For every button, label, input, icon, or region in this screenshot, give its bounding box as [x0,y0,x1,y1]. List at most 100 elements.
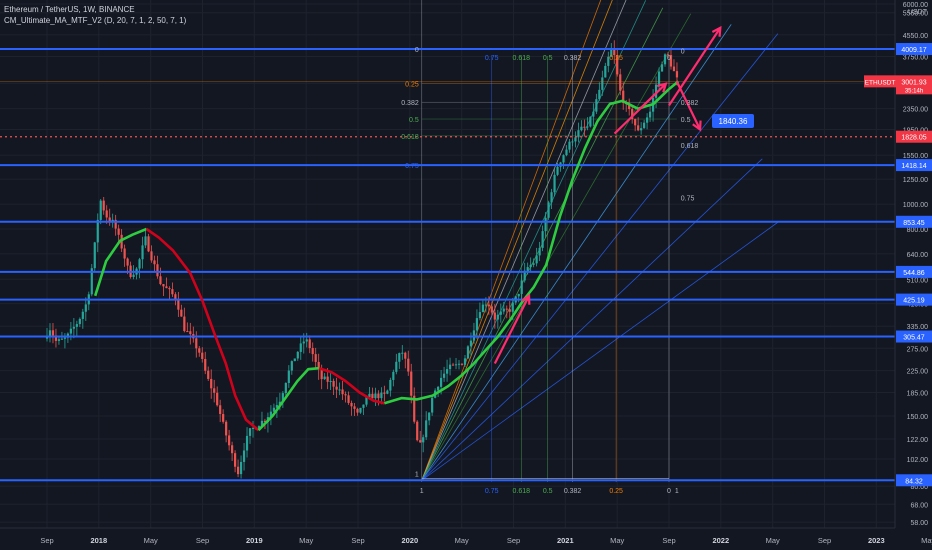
candle-body [138,259,141,269]
candle-body [57,339,61,341]
candle-body [308,339,311,349]
time-tick-label: Sep [196,536,209,545]
candle-body [386,390,389,394]
candle-body [81,311,84,319]
price-axis: 58.00 68.00 80.00 102.00 122.00 150.00 185.00 2… [864,0,932,550]
indicator-legend[interactable]: CM_Ultimate_MA_MTF_V2 (D, 20, 7, 1, 2, 5… [4,16,187,25]
candle-body [622,90,625,104]
candle-body [496,314,499,320]
candle-body [213,388,216,393]
candle-body [102,200,105,211]
candle-body [383,392,386,394]
candle-body [177,299,180,310]
candle-body [171,289,174,295]
fan-line [421,158,763,481]
candle-body [150,251,153,261]
candle-body [189,331,192,335]
time-tick-label: May [455,536,469,545]
candle-body [329,380,332,382]
fib-level-label: 0.5 [409,117,419,124]
candle-body [526,267,529,271]
price-tick-label: 68.00 [910,502,928,509]
candle-body [257,426,261,430]
candle-body [675,71,679,78]
candle-body [78,318,81,325]
time-tick-label: 2023 [868,536,885,545]
candle-body [374,393,377,399]
level-price-label: 4009.17 [901,47,926,54]
candle-body [132,274,135,278]
candle-body [619,74,622,91]
candle-body [529,264,532,268]
fib-level-label: 1 [415,471,419,478]
price-tick-label: 102.00 [907,457,929,464]
candle-body [341,389,344,395]
candle-body [640,128,643,131]
symbol-legend[interactable]: Ethereum / TetherUS, 1W, BINANCE [4,5,135,14]
candle-body [499,311,502,315]
price-unit-label: USDT [908,9,928,16]
candle-body [535,255,538,264]
dotted-price-box [896,130,932,143]
fib-right-label: 0.5 [681,117,691,124]
price-tick-label: 185.00 [907,391,929,398]
candle-body [207,370,210,379]
fib-time-top-label: 0.75 [485,55,499,62]
candle-body [410,371,413,396]
candle-body [607,56,610,66]
candle-body [156,264,159,277]
candle-body [478,312,482,319]
candle-body [544,217,547,232]
fib-time-bottom-label: 0.618 [513,488,531,495]
fan-line [421,0,602,481]
candle-body [610,49,613,57]
candle-body [365,397,368,405]
moving-average [93,80,680,432]
candle-body [344,394,347,396]
candle-body [505,308,508,310]
price-tick-label: 510.00 [907,277,929,284]
candle-body [654,84,658,98]
ma-segment-down [145,227,260,432]
time-tick-label: 2019 [246,536,263,545]
candle-body [586,126,589,128]
ma-segment-up [384,80,680,405]
candle-body [228,435,231,446]
price-tick-label: 800.00 [907,227,929,234]
candle-body [332,380,335,387]
candle-body [296,351,299,359]
fib-time-bottom-label: 0.382 [564,488,582,495]
candle-body [568,141,571,150]
time-axis: Sep 2018 May Sep 2019 May Sep 2020 May Sep 2021 May… [0,527,932,550]
candle-body [63,337,67,339]
candle-body [493,312,496,320]
candle-body [278,401,281,406]
candle-body [571,141,574,143]
level-price-box [896,159,932,172]
horizontal-levels [0,48,895,482]
candle-body [114,219,117,229]
fib-time-top-label: 0.5 [543,55,553,62]
candle-body [281,393,284,402]
candle-body [69,328,72,334]
fib-time-bottom-label: 0 [667,488,671,495]
candle-body [239,461,243,475]
candle-body [487,304,490,307]
level-price-label: 544.86 [903,270,925,277]
candle-body [613,49,616,56]
level-price-box [896,265,932,278]
fib-level-label: 0.25 [405,82,419,89]
price-tick-label: 1550.00 [903,153,928,160]
time-tick-label: Sep [40,536,53,545]
level-price-label: 853.45 [903,220,925,227]
fib-time-top-label: 0 [667,55,671,62]
candle-body [646,117,649,123]
candle-body [126,258,129,266]
candle-body [287,370,290,383]
candle-body [401,352,404,354]
dotted-price-label: 1828.05 [901,135,926,142]
price-tick-label: 6000.00 [903,2,928,9]
chart-legend: Ethereum / TetherUS, 1W, BINANCE CM_Ulti… [4,4,186,26]
